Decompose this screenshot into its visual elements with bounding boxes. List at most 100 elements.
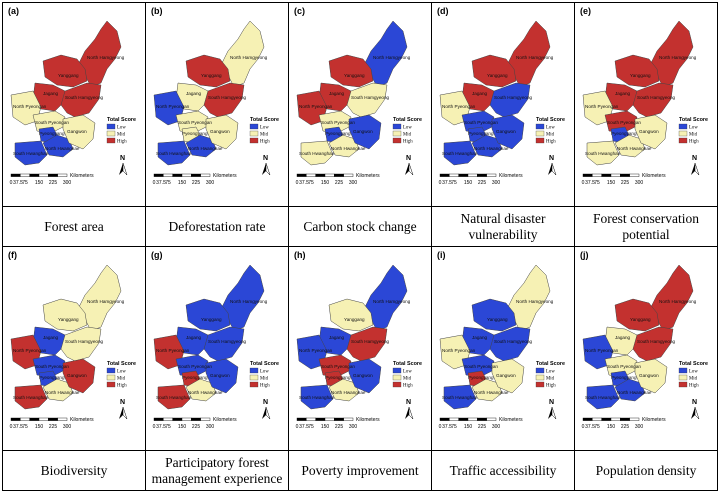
province-label: North Hamgyeong bbox=[373, 55, 411, 60]
province-label: Gangwon bbox=[496, 129, 516, 134]
scale-tick-label: 0 bbox=[296, 424, 299, 430]
panel-caption: Poverty improvement bbox=[288, 450, 432, 491]
scale-tick-label: 300 bbox=[492, 180, 501, 186]
scale-tick-label: 0 bbox=[10, 180, 13, 186]
legend-label: Mid bbox=[260, 133, 269, 138]
province-label: North Pyeongan bbox=[585, 348, 619, 353]
legend-label: Mid bbox=[546, 377, 555, 382]
north-label: N bbox=[406, 399, 411, 406]
province-gw bbox=[62, 358, 96, 394]
province-label: Yanggang bbox=[58, 317, 79, 322]
legend-swatch bbox=[392, 130, 402, 137]
province-label: Yanggang bbox=[487, 317, 508, 322]
province-label: North Pyeongan bbox=[442, 348, 476, 353]
scale-tick-label: 37.5 bbox=[442, 424, 452, 430]
north-arrow-icon: N bbox=[691, 155, 700, 176]
province-label: North Hamgyeong bbox=[230, 55, 268, 60]
province-label: Pyeongyang bbox=[468, 131, 494, 136]
province-gw bbox=[348, 114, 382, 150]
panel-letter: (a) bbox=[8, 6, 19, 16]
scale-unit: Kilometers bbox=[356, 173, 380, 179]
scale-tick-label: 0 bbox=[153, 180, 156, 186]
province-label: South Pyeongan bbox=[35, 120, 69, 125]
scale-tick-label: 300 bbox=[635, 424, 644, 430]
province-label: North Hamgyeong bbox=[516, 55, 554, 60]
north-arrow-icon: N bbox=[262, 399, 271, 420]
map-8: (i) North Hamgyeong Yanggang Jagang South Ha… bbox=[437, 250, 565, 430]
scale-tick-label: 150 bbox=[178, 424, 187, 430]
province-label: North Hamgyeong bbox=[373, 299, 411, 304]
panel-caption: Population density bbox=[574, 450, 718, 491]
province-label: Pyeongyang bbox=[39, 375, 65, 380]
scale-tick-label: 300 bbox=[349, 180, 358, 186]
scale-tick-label: 75 bbox=[451, 424, 457, 430]
legend-label: Low bbox=[403, 126, 412, 131]
north-label: N bbox=[263, 399, 268, 406]
legend-swatch bbox=[106, 374, 116, 381]
scale-unit: Kilometers bbox=[213, 417, 237, 423]
province-label: North Hamgyeong bbox=[230, 299, 268, 304]
legend-label: Low bbox=[689, 370, 698, 375]
legend-title: Total Score bbox=[679, 117, 708, 123]
panel-letter: (e) bbox=[580, 6, 591, 16]
province-sh bbox=[346, 82, 388, 118]
legend-swatch bbox=[535, 367, 545, 374]
province-label: South Pyeongan bbox=[178, 364, 212, 369]
scale-tick-label: 0 bbox=[10, 424, 13, 430]
province-label: North Hwanghae bbox=[617, 146, 652, 151]
province-yg bbox=[42, 54, 88, 88]
legend-label: Mid bbox=[403, 133, 412, 138]
legend-label: High bbox=[689, 384, 699, 389]
legend-label: Low bbox=[546, 126, 555, 131]
scale-tick-label: 150 bbox=[464, 180, 473, 186]
province-label: South Hwanghae bbox=[299, 395, 335, 400]
legend-swatch bbox=[678, 123, 688, 130]
north-arrow-icon: N bbox=[548, 155, 557, 176]
north-label: N bbox=[549, 399, 554, 406]
province-label: Yanggang bbox=[630, 317, 651, 322]
north-arrow-icon: N bbox=[119, 399, 128, 420]
province-label: Jagang bbox=[329, 91, 345, 96]
legend-title: Total Score bbox=[250, 117, 279, 123]
legend-title: Total Score bbox=[393, 361, 422, 367]
province-label: South Hwanghae bbox=[442, 151, 478, 156]
map-6: (g) North Hamgyeong Yanggang Jagang South Ha… bbox=[151, 250, 279, 430]
province-nhw bbox=[328, 134, 360, 158]
legend-label: Mid bbox=[403, 377, 412, 382]
panel-caption: Deforestation rate bbox=[145, 206, 289, 247]
legend: Total Score Low Mid High bbox=[678, 361, 708, 389]
province-shw bbox=[300, 140, 334, 166]
north-arrow-icon: N bbox=[262, 155, 271, 176]
legend-label: Low bbox=[260, 370, 269, 375]
province-label: South Hamgyeong bbox=[65, 339, 103, 344]
province-label: South Hamgyeong bbox=[637, 339, 675, 344]
legend-label: Mid bbox=[546, 133, 555, 138]
province-label: South Hamgyeong bbox=[208, 95, 246, 100]
province-label: North Hamgyeong bbox=[659, 55, 697, 60]
legend-swatch bbox=[106, 367, 116, 374]
province-label: South Hwanghae bbox=[299, 151, 335, 156]
province-sh bbox=[489, 326, 531, 362]
province-label: North Hwanghae bbox=[474, 146, 509, 151]
map-0: (a) North Hamgyeong Yanggang Jagang South Ha… bbox=[8, 6, 136, 186]
map-panel: (j) North Hamgyeong Yanggang Jagang South Ha… bbox=[574, 246, 718, 451]
map-3: (d) North Hamgyeong Yanggang Jagang South Ha… bbox=[437, 6, 565, 186]
province-shw bbox=[157, 140, 191, 166]
scale-tick-label: 0 bbox=[439, 424, 442, 430]
scale-tick-label: 37.5 bbox=[299, 180, 309, 186]
province-label: North Hwanghae bbox=[45, 390, 80, 395]
map-panel: (i) North Hamgyeong Yanggang Jagang South Ha… bbox=[431, 246, 575, 451]
province-sh bbox=[632, 326, 674, 362]
legend-swatch bbox=[535, 137, 545, 144]
legend-label: Mid bbox=[117, 377, 126, 382]
legend-swatch bbox=[535, 130, 545, 137]
province-nhw bbox=[42, 378, 74, 402]
scale-unit: Kilometers bbox=[499, 417, 523, 423]
scale-tick-label: 75 bbox=[451, 180, 457, 186]
province-shw bbox=[157, 384, 191, 410]
